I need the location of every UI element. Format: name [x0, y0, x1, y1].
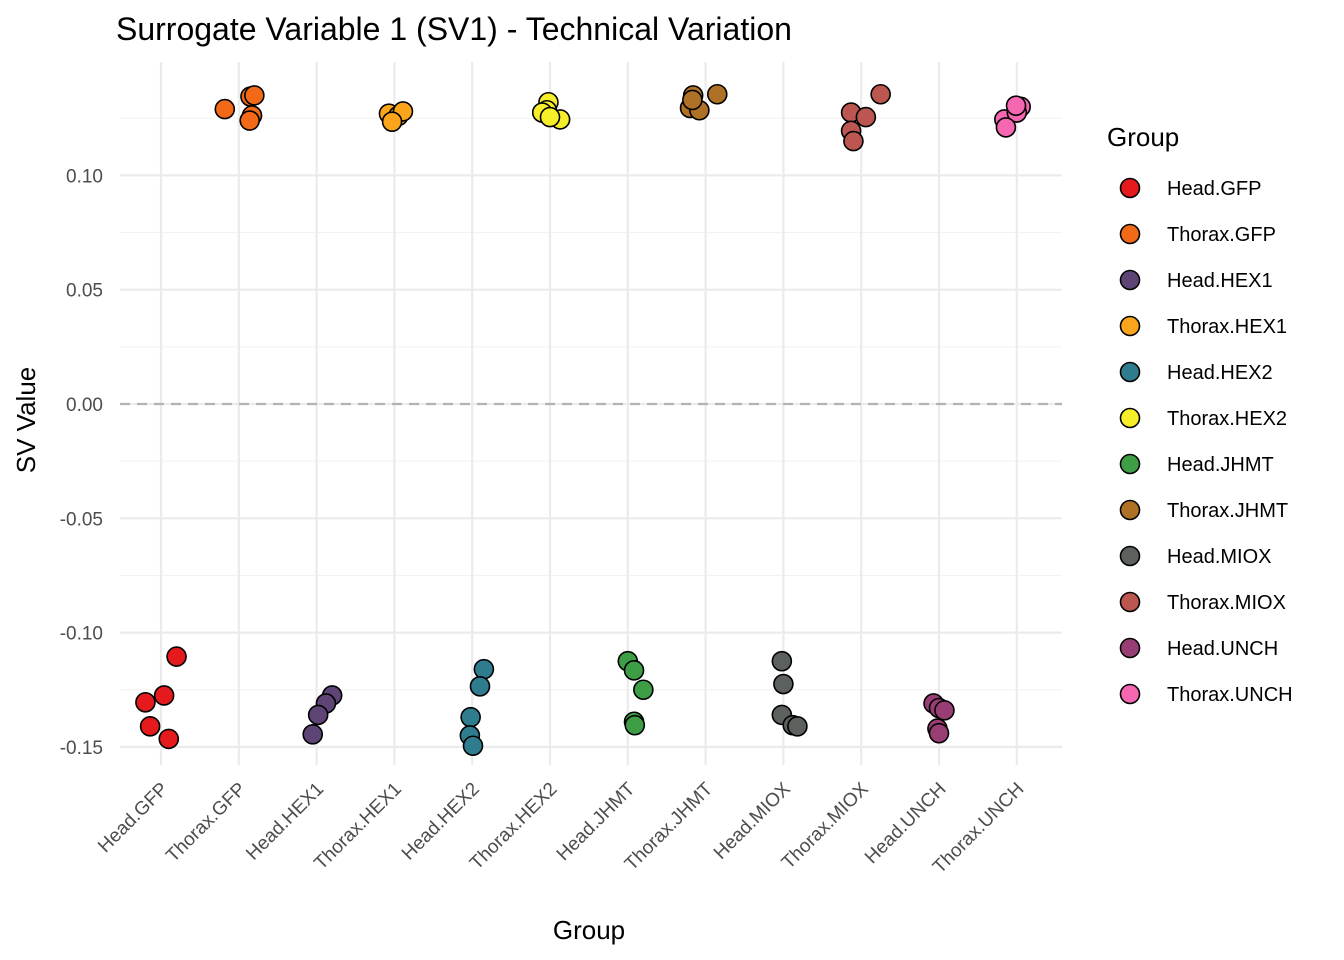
legend-label: Thorax.HEX1 [1167, 316, 1287, 338]
legend-key [1119, 269, 1141, 291]
legend-key [1119, 591, 1141, 613]
data-point [239, 110, 260, 131]
data-point [139, 716, 161, 737]
legend-label: Thorax.UNCH [1167, 684, 1293, 706]
data-point [473, 658, 495, 680]
y-tick-label: -0.10 [60, 624, 103, 645]
legend-key [1119, 453, 1141, 475]
x-tick-label: Head.HEX1 [242, 779, 328, 865]
legend-key [1119, 683, 1141, 705]
data-point [153, 685, 175, 706]
data-point [539, 106, 561, 128]
minor-gridlines [120, 117, 1062, 691]
legend-label: Head.HEX2 [1167, 362, 1273, 384]
legend-key [1119, 637, 1141, 659]
major-gridlines [120, 62, 1062, 765]
data-point [773, 673, 794, 695]
y-axis-tick-labels: -0.15 -0.10 -0.05 0.00 0.05 0.10 [60, 166, 103, 759]
legend-label: Head.JHMT [1167, 454, 1274, 476]
legend-key [1119, 407, 1141, 429]
legend-key [1119, 361, 1141, 383]
legend-label: Head.MIOX [1167, 546, 1271, 568]
legend-label: Thorax.HEX2 [1167, 408, 1287, 430]
data-point [214, 98, 236, 120]
legend-label: Thorax.GFP [1167, 224, 1276, 246]
data-point [843, 130, 864, 152]
data-point [623, 660, 645, 681]
data-point [682, 89, 703, 111]
legend-key [1119, 223, 1141, 245]
x-tick-label: Thorax.GFP [162, 779, 250, 867]
y-tick-label: -0.05 [60, 509, 103, 530]
data-point [995, 117, 1017, 138]
data-point [381, 111, 403, 132]
x-tick-label: Head.HEX2 [398, 779, 484, 865]
data-point [870, 83, 891, 105]
data-point [135, 692, 156, 713]
x-tick-label: Head.JHMT [553, 778, 640, 865]
y-tick-label: 0.05 [66, 281, 103, 302]
legend-key [1119, 177, 1141, 199]
data-point [855, 106, 877, 128]
x-tick-label: Head.GFP [94, 779, 172, 857]
legend-key [1119, 499, 1141, 521]
data-points [135, 83, 1031, 757]
data-point [706, 83, 728, 105]
data-point [462, 735, 484, 757]
x-axis-title: Group [553, 915, 625, 945]
data-point [787, 716, 808, 737]
y-tick-label: 0.10 [66, 166, 103, 187]
data-point [771, 650, 793, 672]
legend-label: Head.GFP [1167, 178, 1261, 200]
data-point [624, 714, 646, 736]
legend-label: Thorax.JHMT [1167, 500, 1288, 522]
legend-title: Group [1107, 122, 1179, 152]
legend-key [1119, 315, 1141, 337]
legend-key [1119, 545, 1141, 567]
data-point [307, 704, 329, 726]
legend-label: Head.UNCH [1167, 638, 1278, 660]
data-point [302, 724, 324, 745]
data-point [166, 646, 187, 667]
legend: Group Head.GFP Thorax.GFP Head.HEX1 Thorax.… [1107, 122, 1293, 706]
data-point [633, 679, 654, 701]
data-point [1005, 95, 1027, 116]
data-point [934, 700, 955, 721]
y-tick-label: 0.00 [66, 395, 103, 416]
legend-label: Thorax.MIOX [1167, 592, 1286, 614]
chart-title: Surrogate Variable 1 (SV1) - Technical V… [116, 11, 792, 47]
data-point [460, 706, 481, 728]
data-point [244, 85, 265, 106]
x-tick-label: Head.MIOX [710, 778, 795, 863]
y-tick-label: -0.15 [60, 738, 103, 759]
data-point [928, 722, 950, 744]
data-point [469, 676, 491, 697]
legend-label: Head.HEX1 [1167, 270, 1273, 292]
y-axis-title: SV Value [11, 367, 41, 473]
data-point [158, 728, 180, 750]
x-axis-tick-labels: Head.GFPThorax.GFPHead.HEX1Thorax.HEX1He… [94, 778, 1028, 877]
